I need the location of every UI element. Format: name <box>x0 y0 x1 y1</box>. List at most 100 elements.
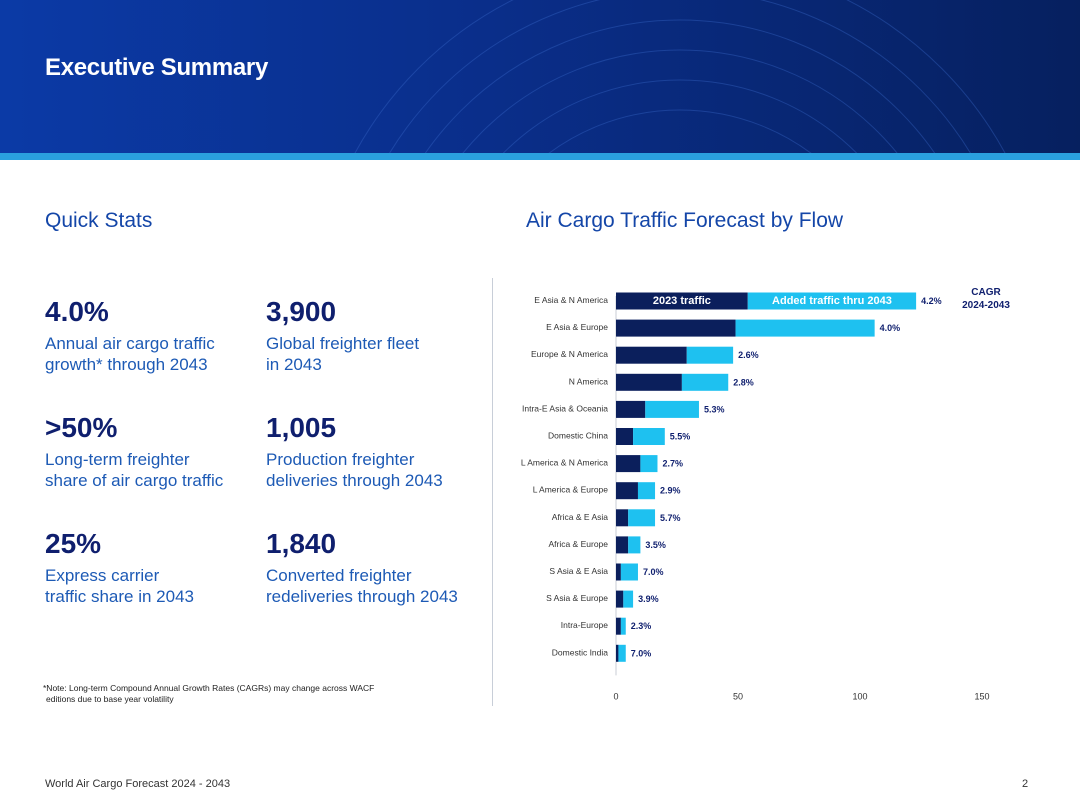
stat-description: Global freighter fleet in 2043 <box>266 333 481 375</box>
stat-description: Express carrier traffic share in 2043 <box>45 565 260 607</box>
legend-added-traffic: Added traffic thru 2043 <box>772 295 892 307</box>
legend-2023-traffic: 2023 traffic <box>653 295 711 307</box>
x-tick-label: 50 <box>733 691 743 700</box>
bar-added-traffic <box>623 590 634 608</box>
footer-text: World Air Cargo Forecast 2024 - 2043 <box>45 778 231 790</box>
bar-2023-traffic <box>616 346 687 364</box>
cagr-header-period: 2024-2043 <box>962 300 1010 311</box>
category-tick-label: Domestic India <box>552 647 608 657</box>
bar-2023-traffic <box>616 509 629 527</box>
stat-description-line: growth* through 2043 <box>45 355 208 374</box>
category-tick-label: Intra-E Asia & Oceania <box>522 403 608 413</box>
stat-description-line: Converted freighter <box>266 566 412 585</box>
bar-added-traffic <box>747 292 917 310</box>
stat-value: 1,005 <box>266 412 337 443</box>
x-tick-label: 150 <box>974 691 989 700</box>
cagr-data-label: 5.7% <box>660 513 681 523</box>
cagr-data-label: 3.5% <box>645 540 666 550</box>
cagr-data-label: 2.6% <box>738 350 759 360</box>
cagr-data-label: 2.3% <box>631 621 652 631</box>
x-tick-label: 100 <box>852 691 867 700</box>
stat-description: Annual air cargo traffic growth* through… <box>45 333 260 375</box>
stat-description: Long-term freighter share of air cargo t… <box>45 449 265 491</box>
footnote: *Note: Long-term Compound Annual Growth … <box>43 683 423 705</box>
bar-2023-traffic <box>616 644 619 662</box>
category-tick-label: Africa & E Asia <box>552 512 608 522</box>
category-tick-label: L America & Europe <box>533 485 609 495</box>
bar-added-traffic <box>640 455 658 473</box>
stat-traffic-growth: 4.0% Annual air cargo traffic growth* th… <box>45 297 260 375</box>
cagr-data-label: 4.0% <box>880 323 901 333</box>
bar-added-traffic <box>628 536 641 554</box>
footnote-line: editions due to base year volatility <box>46 694 174 704</box>
stat-description-line: Long-term freighter <box>45 450 190 469</box>
banner-stripe <box>0 153 1080 160</box>
stat-production-deliveries: 1,005 Production freighter deliveries th… <box>266 413 481 491</box>
stat-value: 1,840 <box>266 528 337 559</box>
stat-description: Production freighter deliveries through … <box>266 449 481 491</box>
bar-added-traffic <box>618 644 626 662</box>
stat-converted-redeliveries: 1,840 Converted freighter redeliveries t… <box>266 529 486 607</box>
stat-description: Converted freighter redeliveries through… <box>266 565 486 607</box>
category-tick-label: L America & N America <box>521 458 608 468</box>
bar-2023-traffic <box>616 482 638 500</box>
stat-freighter-share: >50% Long-term freighter share of air ca… <box>45 413 265 491</box>
stat-value: >50% <box>45 412 118 443</box>
x-tick-label: 0 <box>613 691 618 700</box>
bar-added-traffic <box>686 346 734 364</box>
stat-description-line: Global freighter fleet <box>266 334 420 353</box>
banner-arc-decoration <box>354 0 1006 153</box>
category-tick-label: N America <box>569 376 608 386</box>
bar-2023-traffic <box>616 617 621 635</box>
bar-added-traffic <box>620 563 638 581</box>
stat-description-line: Annual air cargo traffic <box>45 334 215 353</box>
bar-2023-traffic <box>616 455 641 473</box>
cagr-data-label: 2.9% <box>660 486 681 496</box>
bar-added-traffic <box>620 617 626 635</box>
bar-2023-traffic <box>616 319 736 337</box>
stat-description-line: Production freighter <box>266 450 415 469</box>
footnote-line: *Note: Long-term Compound Annual Growth … <box>43 683 375 693</box>
bar-2023-traffic <box>616 292 748 310</box>
bar-2023-traffic <box>616 400 646 418</box>
category-tick-label: Intra-Europe <box>561 620 609 630</box>
page-title: Executive Summary <box>45 54 269 81</box>
cagr-header: CAGR <box>971 287 1001 298</box>
cargo-flow-bar-chart: E Asia & N America 4.2% E Asia & Europe 4.0… <box>521 287 1010 700</box>
stat-freighter-fleet: 3,900 Global freighter fleet in 2043 <box>266 297 481 375</box>
stat-description-line: Express carrier <box>45 566 160 585</box>
cagr-data-label: 5.5% <box>670 432 691 442</box>
bar-added-traffic <box>633 428 665 445</box>
quick-stats-title: Quick Stats <box>45 209 153 232</box>
bar-2023-traffic <box>616 373 682 391</box>
category-tick-label: E Asia & N America <box>534 295 608 305</box>
bar-added-traffic <box>735 319 875 337</box>
bar-added-traffic <box>637 482 656 500</box>
category-tick-label: Europe & N America <box>531 349 608 359</box>
cagr-data-label: 2.8% <box>733 377 754 387</box>
bar-2023-traffic <box>616 563 621 581</box>
stat-description-line: redeliveries through 2043 <box>266 587 458 606</box>
stat-value: 4.0% <box>45 296 109 327</box>
page-number: 2 <box>1022 778 1029 790</box>
stat-value: 3,900 <box>266 296 337 327</box>
stat-value: 25% <box>45 528 102 559</box>
bar-added-traffic <box>681 373 729 391</box>
chart-title: Air Cargo Traffic Forecast by Flow <box>526 209 844 232</box>
cagr-data-label: 5.3% <box>704 404 725 414</box>
bar-2023-traffic <box>616 536 629 554</box>
stat-description-line: deliveries through 2043 <box>266 471 443 490</box>
category-tick-label: S Asia & E Asia <box>549 566 608 576</box>
cagr-data-label: 7.0% <box>643 567 664 577</box>
bar-added-traffic <box>645 400 699 418</box>
bar-2023-traffic <box>616 428 634 445</box>
stat-description-line: traffic share in 2043 <box>45 587 194 606</box>
category-tick-label: Africa & Europe <box>548 539 608 549</box>
bar-2023-traffic <box>616 590 624 608</box>
cagr-data-label: 7.0% <box>631 648 652 658</box>
bar-added-traffic <box>628 509 656 527</box>
cagr-data-label: 4.2% <box>921 296 942 306</box>
stat-description-line: share of air cargo traffic <box>45 471 224 490</box>
category-tick-label: S Asia & Europe <box>546 593 608 603</box>
stat-express-share: 25% Express carrier traffic share in 204… <box>45 529 260 607</box>
